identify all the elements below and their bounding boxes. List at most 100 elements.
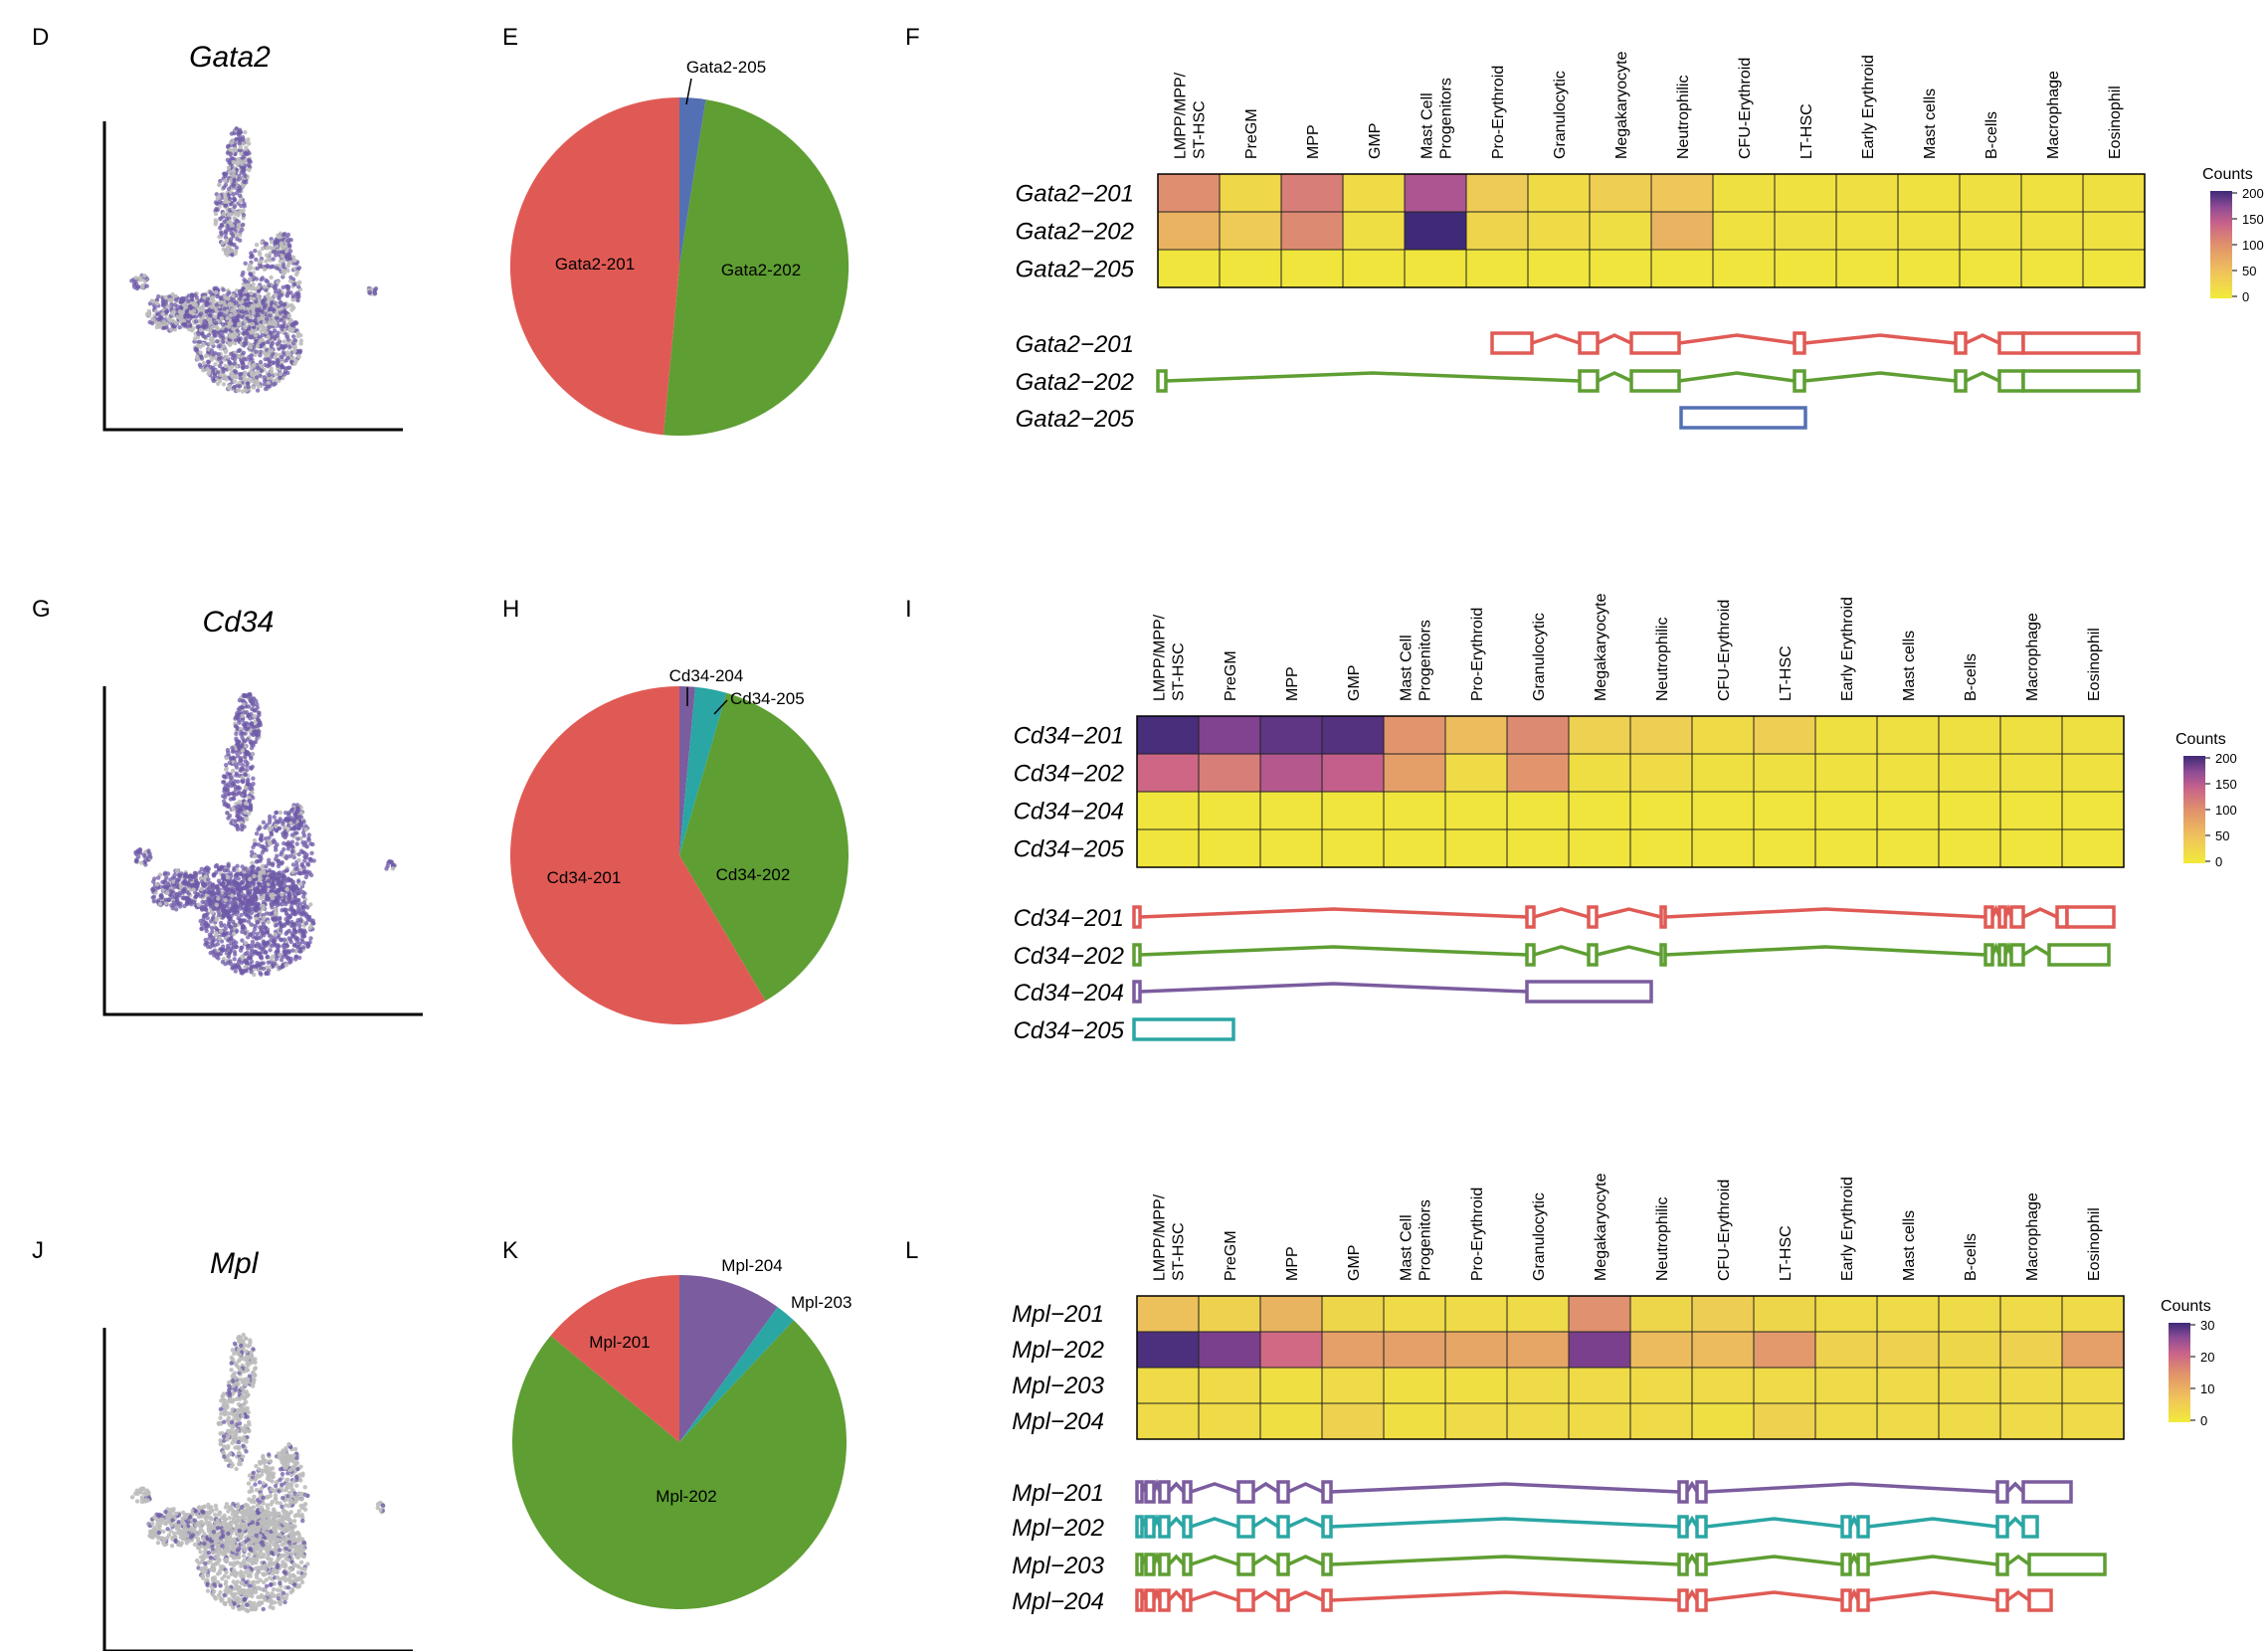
umap-point	[238, 336, 243, 341]
umap-point	[267, 349, 272, 354]
umap-point	[293, 320, 298, 325]
umap-point	[285, 956, 290, 962]
umap-point	[233, 819, 238, 824]
umap-point	[200, 899, 205, 905]
umap-point	[247, 752, 252, 757]
umap-point	[269, 275, 274, 280]
umap-point	[168, 327, 174, 332]
umap-point	[277, 235, 282, 240]
umap-point	[282, 320, 286, 326]
panel-letter: K	[502, 1237, 518, 1264]
umap-point	[244, 969, 249, 974]
umap-point	[243, 930, 248, 935]
umap-point	[246, 377, 252, 382]
umap-point	[210, 340, 216, 346]
umap-point	[258, 353, 263, 358]
umap-point	[238, 159, 244, 164]
umap-point	[262, 940, 268, 946]
umap-point	[285, 876, 290, 881]
umap-point	[234, 940, 239, 945]
panel-letter: F	[905, 24, 920, 51]
umap-point	[268, 295, 274, 301]
umap-point	[241, 738, 247, 743]
umap-point	[216, 878, 222, 883]
umap-point	[240, 743, 245, 749]
umap-point	[210, 336, 215, 342]
umap-point	[227, 324, 232, 329]
umap-point	[242, 204, 247, 209]
umap-point	[274, 819, 279, 824]
umap-point	[270, 895, 276, 901]
umap-point	[238, 129, 243, 134]
umap-point	[286, 242, 291, 248]
umap-point	[240, 804, 245, 809]
umap-point	[234, 375, 239, 380]
umap-point	[257, 302, 263, 307]
umap-point	[186, 298, 191, 303]
umap-point	[198, 311, 204, 316]
umap-point	[215, 370, 221, 375]
umap-point	[281, 350, 286, 355]
panel-letter: D	[32, 24, 49, 51]
umap-point	[286, 899, 292, 904]
umap-point	[221, 344, 226, 349]
umap-point	[292, 899, 297, 904]
umap-point	[266, 919, 271, 925]
umap-point	[293, 954, 298, 960]
umap-point	[229, 155, 234, 160]
umap-point	[241, 918, 246, 923]
umap-point	[257, 260, 263, 265]
umap-point	[222, 306, 227, 311]
umap-point	[268, 948, 273, 953]
umap-point	[296, 857, 301, 863]
umap-point	[179, 884, 184, 889]
umap-point	[133, 849, 138, 855]
umap-point	[216, 912, 222, 918]
umap-point	[240, 775, 245, 780]
umap-point	[220, 881, 226, 886]
umap-point	[223, 349, 229, 354]
umap-point	[250, 899, 255, 904]
umap-point	[236, 308, 241, 313]
umap-point	[206, 359, 211, 365]
umap-point	[302, 850, 307, 855]
umap-point	[214, 324, 219, 329]
umap-point	[214, 339, 220, 344]
umap-point	[219, 232, 224, 237]
umap-point	[390, 866, 396, 871]
umap-point	[200, 879, 205, 884]
umap-point	[223, 363, 228, 369]
umap-point	[142, 274, 147, 278]
umap-point	[224, 377, 229, 382]
umap-point	[239, 766, 244, 771]
umap-point	[236, 223, 241, 228]
umap-point	[273, 289, 279, 294]
umap-point	[245, 721, 250, 726]
umap-point	[209, 941, 214, 946]
umap-point	[255, 380, 261, 385]
umap-point	[184, 308, 190, 313]
umap-point	[177, 325, 182, 330]
umap-point	[202, 295, 207, 300]
umap-point	[235, 742, 240, 747]
umap-point	[251, 285, 256, 290]
umap-point	[257, 250, 262, 255]
umap-point	[291, 922, 296, 927]
umap-point	[170, 311, 175, 316]
umap-point	[266, 971, 271, 977]
umap-point	[181, 895, 186, 900]
umap-point	[234, 126, 239, 131]
umap-point	[208, 329, 213, 334]
umap-point	[254, 257, 259, 263]
umap-point	[207, 932, 213, 937]
umap-point	[249, 970, 254, 975]
umap-point	[267, 965, 273, 970]
umap-point	[267, 814, 273, 820]
umap-point	[231, 879, 236, 884]
umap-point	[181, 302, 187, 307]
umap-point	[260, 884, 266, 890]
umap-point	[230, 745, 235, 751]
umap-point	[186, 293, 191, 298]
umap-point	[150, 887, 155, 892]
umap-point	[267, 826, 273, 832]
